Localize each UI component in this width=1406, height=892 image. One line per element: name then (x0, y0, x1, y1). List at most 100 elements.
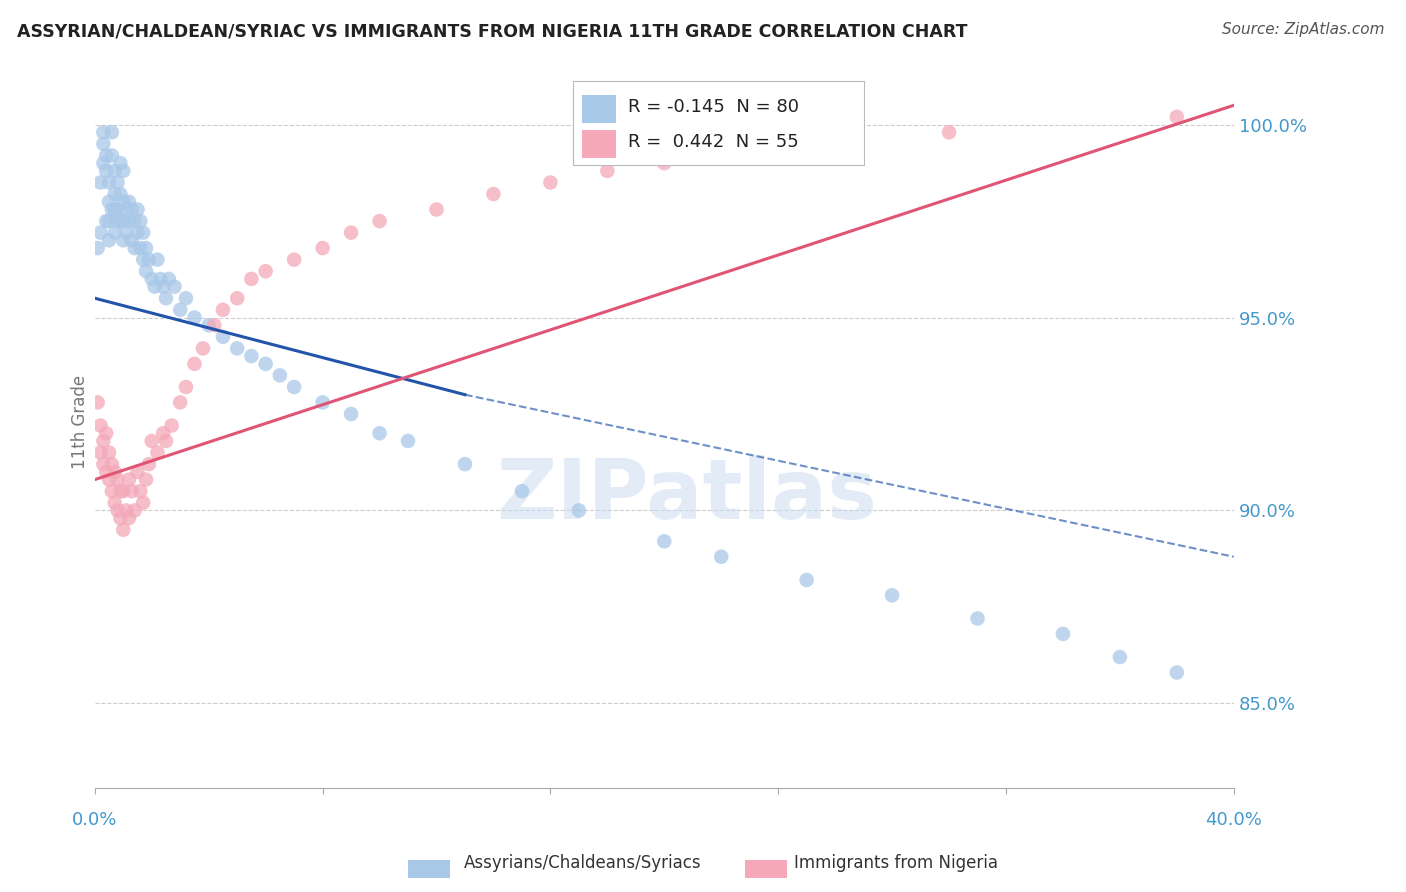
Text: 0.0%: 0.0% (72, 812, 118, 830)
Point (796, 573, 818, 587)
Point (98, 445, 121, 459)
Point (138, 457, 160, 471)
Y-axis label: 11th Grade: 11th Grade (72, 375, 89, 469)
Point (96, 465, 118, 479)
Point (152, 426, 174, 441)
Point (146, 445, 169, 459)
Point (104, 202, 127, 217)
Point (104, 164, 127, 178)
Point (112, 164, 135, 178)
Point (283, 252, 305, 267)
Point (146, 252, 169, 267)
Point (157, 272, 180, 286)
Point (129, 484, 152, 499)
Point (110, 511, 132, 525)
Point (938, 125, 960, 139)
Point (152, 279, 174, 293)
Point (96, 164, 118, 178)
Point (183, 310, 205, 325)
Point (212, 302, 235, 317)
Point (169, 395, 191, 409)
Point (118, 194, 141, 209)
Point (1052, 627, 1074, 641)
Point (132, 496, 155, 510)
Point (118, 214, 141, 228)
Point (510, 484, 533, 499)
Point (98, 233, 121, 247)
Point (183, 357, 205, 371)
Point (107, 176, 129, 190)
Point (96, 214, 118, 228)
Point (124, 503, 146, 517)
Point (91, 125, 114, 139)
Point (121, 202, 143, 217)
Point (101, 125, 124, 139)
Point (652, 534, 675, 549)
FancyBboxPatch shape (582, 95, 616, 123)
Point (454, 457, 477, 471)
Point (482, 187, 505, 202)
Point (127, 465, 149, 479)
Point (212, 330, 235, 344)
Point (169, 302, 191, 317)
Point (240, 272, 263, 286)
Point (155, 291, 177, 305)
Point (104, 496, 127, 510)
Point (311, 395, 333, 409)
Point (104, 187, 127, 202)
Point (226, 291, 249, 305)
Point (340, 407, 363, 421)
Point (96, 426, 118, 441)
Point (132, 226, 155, 240)
Point (107, 214, 129, 228)
Point (340, 226, 363, 240)
Point (174, 291, 197, 305)
Point (652, 156, 675, 170)
Point (115, 202, 138, 217)
Point (135, 241, 157, 255)
Point (91, 457, 114, 471)
Point (129, 241, 152, 255)
Point (89, 418, 111, 433)
Point (202, 318, 225, 333)
Point (112, 484, 135, 499)
Text: Immigrants from Nigeria: Immigrants from Nigeria (794, 855, 998, 872)
Point (118, 473, 141, 487)
Point (254, 264, 277, 278)
Point (110, 214, 132, 228)
Point (141, 272, 163, 286)
Point (104, 465, 127, 479)
Point (311, 241, 333, 255)
Text: 40.0%: 40.0% (1205, 812, 1263, 830)
Point (129, 214, 152, 228)
Point (160, 418, 183, 433)
Point (135, 473, 157, 487)
Point (112, 214, 135, 228)
Point (89, 226, 111, 240)
Point (112, 194, 135, 209)
Point (112, 233, 135, 247)
Point (110, 187, 132, 202)
Point (596, 164, 619, 178)
Text: Source: ZipAtlas.com: Source: ZipAtlas.com (1222, 22, 1385, 37)
Point (98, 473, 121, 487)
Text: ZIPatlas: ZIPatlas (496, 455, 877, 535)
Point (226, 342, 249, 356)
Point (197, 318, 219, 333)
Text: ASSYRIAN/CHALDEAN/SYRIAC VS IMMIGRANTS FROM NIGERIA 11TH GRADE CORRELATION CHART: ASSYRIAN/CHALDEAN/SYRIAC VS IMMIGRANTS F… (17, 22, 967, 40)
Point (101, 457, 124, 471)
Point (98, 214, 121, 228)
Point (101, 484, 124, 499)
Point (98, 176, 121, 190)
Point (91, 156, 114, 170)
Point (118, 511, 141, 525)
Text: Assyrians/Chaldeans/Syriacs: Assyrians/Chaldeans/Syriacs (464, 855, 702, 872)
Point (112, 523, 135, 537)
Point (766, 136, 789, 151)
Point (104, 226, 127, 240)
Point (124, 241, 146, 255)
Point (96, 148, 118, 162)
Point (101, 148, 124, 162)
Point (163, 279, 186, 293)
Point (538, 176, 561, 190)
